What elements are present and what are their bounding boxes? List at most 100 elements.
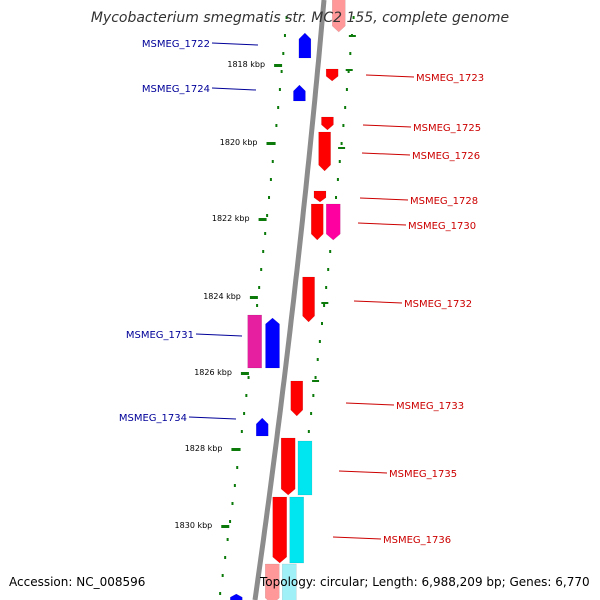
forward-gene-label: MSMEG_1735 (389, 469, 457, 480)
tick-label: 1826 kbp (194, 368, 232, 377)
tick-label: 1820 kbp (220, 138, 258, 147)
reverse-label-leader (195, 333, 243, 337)
reverse-label-leader (211, 42, 259, 46)
ruler-dot (231, 502, 234, 505)
ruler-dot (271, 160, 274, 163)
track-dot (345, 88, 348, 91)
ruler-dot (269, 178, 272, 181)
forward-label-leader (357, 222, 407, 226)
label-layer: MSMEG_1723 MSMEG_1725 MSMEG_1726 MSMEG_1728… (119, 39, 484, 546)
tick-mark (266, 142, 275, 145)
reverse-label-leader (188, 416, 237, 420)
ruler-dot (273, 142, 276, 145)
track-tick (345, 69, 353, 71)
ruler-dot (280, 70, 283, 73)
ruler-dot (236, 466, 239, 469)
accession-text: Accession: NC_008596 (9, 575, 146, 589)
genome-title: Mycobacterium smegmatis str. MC2 155, co… (90, 10, 510, 26)
track-dot (336, 178, 339, 181)
gene-arrow-forward (280, 437, 296, 496)
ruler-dot (219, 592, 222, 595)
ruler-dot (224, 556, 227, 559)
forward-gene-label: MSMEG_1728 (410, 196, 478, 207)
genome-summary-text: Topology: circular; Length: 6,988,209 bp… (260, 575, 590, 589)
gene-arrow-forward-misc (325, 203, 341, 241)
backbone-layer (252, 0, 327, 600)
ruler-dot (226, 538, 229, 541)
track-dot (347, 70, 350, 73)
track-dot (327, 268, 330, 271)
tick-label: 1818 kbp (227, 60, 265, 69)
track-dot (338, 160, 341, 163)
gene-arrow-forward (302, 276, 315, 323)
forward-label-leader (332, 536, 382, 540)
ruler-dot (264, 232, 267, 235)
gene-arrow-forward-partial (265, 563, 280, 600)
track-dot (349, 52, 352, 55)
forward-gene-label: MSMEG_1726 (412, 151, 480, 162)
track-dot (335, 196, 338, 199)
reverse-gene-label: MSMEG_1722 (142, 39, 210, 50)
forward-label-leader (353, 300, 403, 304)
tick-label: 1828 kbp (185, 444, 223, 453)
forward-label-leader (361, 152, 411, 156)
ruler-dot (238, 448, 241, 451)
track-dot (310, 412, 313, 415)
gene-arrow-reverse (293, 84, 306, 102)
ruler-dot (256, 304, 259, 307)
gene-arrow-forward (321, 116, 334, 131)
ruler-dot (262, 250, 265, 253)
forward-gene-label: MSMEG_1732 (404, 299, 472, 310)
forward-gene-label: MSMEG_1736 (383, 535, 451, 546)
ruler-dot (258, 286, 261, 289)
ruler-dot (275, 124, 278, 127)
track-dot (307, 430, 310, 433)
forward-label-leader (365, 74, 415, 78)
rna-feature (297, 440, 313, 496)
forward-label-leader (362, 124, 412, 128)
reverse-gene-label: MSMEG_1734 (119, 413, 187, 424)
ruler-dot (285, 16, 288, 19)
track-tick (338, 147, 346, 149)
tick-mark (249, 296, 258, 299)
track-dot (325, 286, 328, 289)
gene-arrow-forward (313, 190, 327, 203)
forward-label-leader (345, 402, 395, 406)
tick-mark (231, 448, 240, 451)
gene-arrow-forward (318, 131, 331, 172)
tick-label: 1824 kbp (203, 292, 241, 301)
track-dot (318, 340, 321, 343)
track-dot (352, 16, 355, 19)
reverse-label-leader (211, 87, 257, 91)
track-tick (348, 35, 356, 37)
ruler-dot (282, 52, 285, 55)
tick-mark (240, 372, 249, 375)
gene-arrow-forward-partial (332, 0, 346, 33)
gene-arrow-reverse-partial (230, 593, 243, 600)
rna-feature-partial (282, 563, 297, 600)
gene-arrow-forward (310, 203, 324, 241)
ruler-dot (260, 268, 263, 271)
gene-arrow-forward (325, 68, 339, 82)
reverse-gene-label: MSMEG_1724 (142, 84, 210, 95)
ruler-dot (283, 34, 286, 37)
tick-mark (274, 64, 283, 67)
gene-arrow-reverse (255, 417, 269, 437)
ruler-dot (247, 376, 250, 379)
gene-arrow-forward (272, 496, 287, 564)
track-dot (323, 304, 326, 307)
tick-mark (258, 218, 267, 221)
gene-arrow-reverse (265, 317, 280, 369)
tick-layer: 1818 kbp 1820 kbp 1822 kbp 1824 kbp 1826 kbp… (175, 16, 356, 595)
track-dot (342, 124, 345, 127)
tick-label: 1822 kbp (212, 214, 250, 223)
tick-label: 1830 kbp (175, 521, 213, 530)
tick-mark (221, 525, 230, 528)
ruler-dot (233, 484, 236, 487)
gene-arrow-reverse-misc (247, 314, 262, 369)
track-dot (320, 322, 323, 325)
forward-gene-label: MSMEG_1723 (416, 73, 484, 84)
feature-layer (230, 0, 346, 600)
